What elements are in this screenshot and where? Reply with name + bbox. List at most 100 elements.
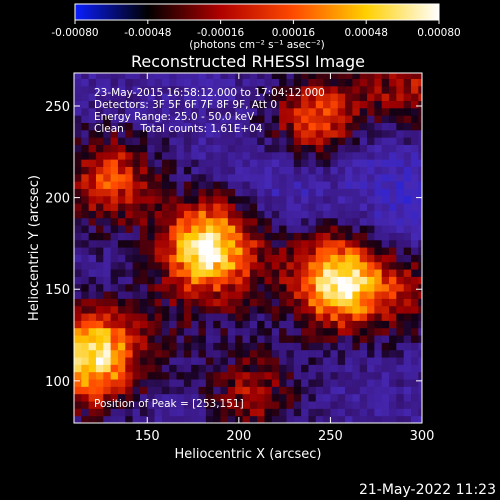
heatmap-cell bbox=[139, 386, 148, 395]
heatmap-cell bbox=[169, 210, 178, 219]
heatmap-cell bbox=[235, 181, 244, 189]
heatmap-cell bbox=[286, 283, 295, 292]
heatmap-cell bbox=[359, 401, 368, 409]
heatmap-cell bbox=[176, 335, 185, 343]
heatmap-cell bbox=[103, 129, 112, 138]
heatmap-cell bbox=[220, 305, 229, 314]
heatmap-cell bbox=[389, 393, 397, 402]
heatmap-cell bbox=[147, 408, 156, 417]
heatmap-cell bbox=[301, 173, 309, 182]
heatmap-cell bbox=[176, 122, 185, 131]
heatmap-cell bbox=[198, 386, 207, 395]
heatmap-cell bbox=[154, 137, 163, 145]
heatmap-cell bbox=[161, 107, 170, 116]
heatmap-cell bbox=[117, 393, 126, 402]
heatmap-cell bbox=[139, 379, 148, 387]
heatmap-cell bbox=[125, 239, 134, 248]
heatmap-cell bbox=[176, 166, 185, 175]
heatmap-cell bbox=[183, 210, 192, 219]
heatmap-cell bbox=[110, 415, 119, 423]
heatmap-cell bbox=[403, 298, 412, 307]
heatmap-cell bbox=[257, 386, 265, 395]
heatmap-cell bbox=[95, 85, 104, 94]
heatmap-cell bbox=[308, 254, 317, 263]
heatmap-cell bbox=[161, 327, 170, 336]
heatmap-cell bbox=[235, 327, 244, 336]
heatmap-cell bbox=[345, 342, 353, 351]
heatmap-cell bbox=[381, 393, 390, 402]
heatmap-cell bbox=[154, 401, 163, 409]
heatmap-cell bbox=[330, 327, 339, 336]
heatmap-cell bbox=[183, 276, 192, 285]
heatmap-cell bbox=[147, 159, 156, 167]
heatmap-cell bbox=[249, 195, 258, 204]
heatmap-cell bbox=[117, 137, 126, 145]
heatmap-cell bbox=[352, 100, 361, 109]
heatmap-cell bbox=[345, 195, 353, 204]
heatmap-cell bbox=[308, 305, 317, 314]
heatmap-cell bbox=[396, 210, 405, 219]
heatmap-cell bbox=[418, 210, 422, 219]
heatmap-cell bbox=[110, 115, 119, 123]
heatmap-cell bbox=[103, 364, 112, 373]
heatmap-cell bbox=[198, 408, 207, 417]
heatmap-cell bbox=[205, 269, 214, 277]
heatmap-cell bbox=[271, 408, 280, 417]
heatmap-cell bbox=[191, 261, 200, 270]
heatmap-cell bbox=[286, 415, 295, 423]
heatmap-cell bbox=[191, 276, 200, 285]
heatmap-cell bbox=[411, 210, 419, 219]
heatmap-cell bbox=[315, 298, 324, 307]
heatmap-cell bbox=[286, 349, 295, 358]
heatmap-cell bbox=[176, 349, 185, 358]
heatmap-cell bbox=[117, 85, 126, 94]
heatmap-cell bbox=[161, 261, 170, 270]
heatmap-cell bbox=[418, 129, 422, 138]
heatmap-cell bbox=[176, 159, 185, 167]
heatmap-cell bbox=[359, 122, 368, 131]
heatmap-cell bbox=[139, 166, 148, 175]
heatmap-cell bbox=[411, 393, 419, 402]
heatmap-cell bbox=[235, 335, 244, 343]
heatmap-cell bbox=[132, 100, 141, 109]
heatmap-cell bbox=[154, 386, 163, 395]
heatmap-cell bbox=[110, 225, 119, 233]
heatmap-cell bbox=[411, 203, 419, 211]
heatmap-cell bbox=[418, 401, 422, 409]
heatmap-cell bbox=[367, 151, 375, 160]
heatmap-cell bbox=[147, 85, 156, 94]
heatmap-cell bbox=[227, 349, 236, 358]
heatmap-cell bbox=[191, 269, 200, 277]
heatmap-cell bbox=[367, 283, 375, 292]
heatmap-cell bbox=[205, 342, 214, 351]
heatmap-cell bbox=[235, 151, 244, 160]
heatmap-cell bbox=[74, 144, 82, 153]
heatmap-cell bbox=[257, 349, 265, 358]
heatmap-cell bbox=[345, 261, 353, 270]
heatmap-cell bbox=[352, 210, 361, 219]
heatmap-cell bbox=[308, 298, 317, 307]
heatmap-cell bbox=[169, 239, 178, 248]
heatmap-cell bbox=[367, 276, 375, 285]
heatmap-cell bbox=[176, 408, 185, 417]
heatmap-cell bbox=[374, 137, 383, 145]
heatmap-cell bbox=[374, 364, 383, 373]
heatmap-cell bbox=[337, 159, 346, 167]
heatmap-cell bbox=[198, 415, 207, 423]
heatmap-cell bbox=[227, 151, 236, 160]
heatmap-cell bbox=[227, 386, 236, 395]
heatmap-cell bbox=[330, 137, 339, 145]
heatmap-cell bbox=[345, 100, 353, 109]
heatmap-cell bbox=[169, 401, 178, 409]
heatmap-cell bbox=[117, 320, 126, 329]
heatmap-cell bbox=[191, 335, 200, 343]
heatmap-cell bbox=[213, 144, 222, 153]
heatmap-cell bbox=[359, 188, 368, 197]
heatmap-cell bbox=[279, 313, 287, 321]
heatmap-cell bbox=[154, 159, 163, 167]
heatmap-cell bbox=[271, 129, 280, 138]
heatmap-cell bbox=[227, 232, 236, 241]
heatmap-cell bbox=[381, 320, 390, 329]
heatmap-cell bbox=[227, 342, 236, 351]
heatmap-cell bbox=[227, 298, 236, 307]
